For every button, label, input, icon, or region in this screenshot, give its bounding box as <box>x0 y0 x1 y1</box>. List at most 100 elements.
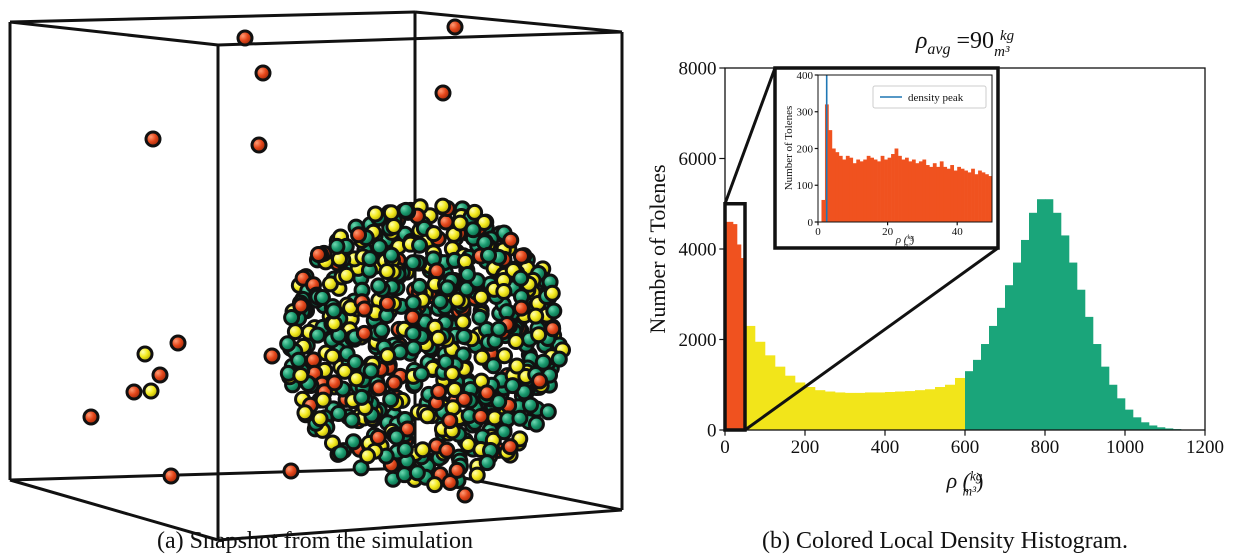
bar <box>856 159 861 222</box>
bar <box>1165 428 1174 430</box>
atom <box>290 351 308 369</box>
bar <box>875 392 886 430</box>
atom <box>405 339 423 357</box>
atom <box>448 461 466 479</box>
bar <box>755 341 766 430</box>
atom <box>441 412 459 430</box>
atom <box>397 201 415 219</box>
bar <box>1117 398 1126 430</box>
bar <box>905 157 909 222</box>
bars <box>725 199 1206 430</box>
y-tick-label: 0 <box>808 217 814 229</box>
y-tick-label: 300 <box>797 107 814 119</box>
bar <box>950 165 955 222</box>
x-tick-label: 20 <box>882 226 894 238</box>
atom <box>459 265 477 283</box>
bar <box>965 371 974 430</box>
atom <box>530 326 548 344</box>
atom <box>466 203 484 221</box>
x-tick-label: 200 <box>791 437 820 458</box>
bar <box>884 159 888 222</box>
bar <box>918 161 923 222</box>
bar <box>1093 344 1102 430</box>
atom <box>338 266 356 284</box>
atom <box>328 237 346 255</box>
bar <box>733 224 738 430</box>
atom <box>125 383 143 401</box>
atom <box>359 447 377 465</box>
label-part: ) <box>976 468 983 493</box>
atom <box>378 262 396 280</box>
bar <box>845 155 850 222</box>
atom <box>511 409 529 427</box>
atom <box>369 428 387 446</box>
atom <box>522 396 540 414</box>
atom <box>309 326 327 344</box>
atom <box>366 205 384 223</box>
atom <box>478 384 496 402</box>
atom <box>468 466 486 484</box>
bar <box>1013 262 1022 430</box>
bar <box>877 161 881 222</box>
bar <box>898 155 902 222</box>
atom <box>480 246 498 264</box>
inset-plot-frame <box>817 74 993 223</box>
atom <box>336 362 354 380</box>
bar <box>835 392 846 430</box>
atom <box>464 221 482 239</box>
bar <box>887 157 892 222</box>
bar <box>885 391 896 430</box>
bar <box>973 359 982 430</box>
bar <box>828 130 833 222</box>
atom <box>151 366 169 384</box>
bar <box>1149 425 1158 430</box>
atom <box>545 302 563 320</box>
atom <box>346 354 364 372</box>
atom <box>456 486 474 504</box>
atom <box>495 282 513 300</box>
box-edge <box>217 30 623 47</box>
bar <box>1125 409 1134 430</box>
bar <box>915 390 926 430</box>
atom <box>136 345 154 363</box>
label-part: m³ <box>963 484 978 499</box>
bar <box>922 159 927 222</box>
bar <box>997 307 1006 430</box>
bar <box>908 161 913 222</box>
atom <box>385 217 403 235</box>
atom <box>388 428 406 446</box>
bar <box>880 155 885 222</box>
label-part: kg <box>970 468 983 483</box>
bar <box>1021 239 1030 430</box>
label-part: ρ ( <box>946 468 972 493</box>
atom <box>314 391 332 409</box>
atom <box>502 231 520 249</box>
bar <box>935 387 946 430</box>
bar <box>785 375 796 430</box>
atom <box>550 350 568 368</box>
bar <box>805 387 816 430</box>
label-part: m³ <box>904 242 912 249</box>
atom <box>544 320 562 338</box>
atom <box>512 299 530 317</box>
atom <box>355 300 373 318</box>
bar <box>964 170 968 222</box>
atom <box>438 441 456 459</box>
bar <box>795 382 806 430</box>
bar <box>915 163 920 222</box>
atom <box>507 332 525 350</box>
atom <box>448 291 466 309</box>
atom <box>144 130 162 148</box>
atom <box>446 18 464 36</box>
bar <box>1077 289 1086 430</box>
zoom-connector <box>744 246 999 432</box>
atom <box>434 84 452 102</box>
bar <box>960 168 965 222</box>
bar <box>988 176 993 222</box>
bar <box>765 355 776 430</box>
y-tick-label: 4000 <box>678 240 716 261</box>
x-tick-label: 1000 <box>1106 437 1144 458</box>
atom <box>430 382 448 400</box>
